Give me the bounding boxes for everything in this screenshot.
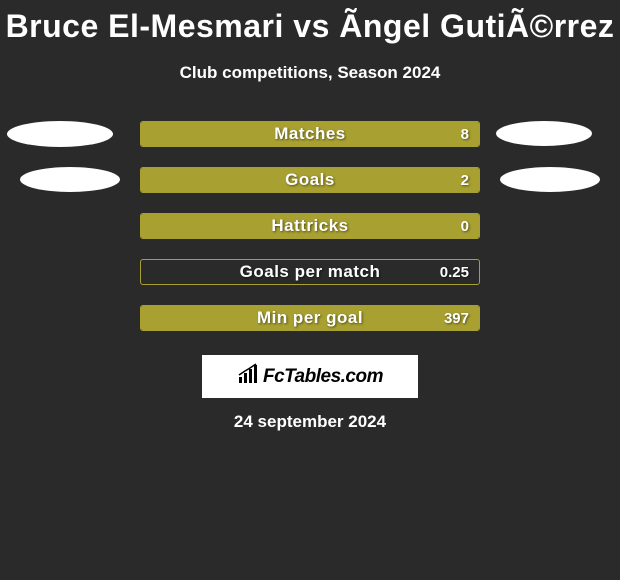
page-title: Bruce El-Mesmari vs Ãngel GutiÃ©rrez — [0, 0, 620, 45]
stat-bar: Goals 2 — [140, 167, 480, 193]
stat-value: 0.25 — [440, 260, 469, 284]
stat-value: 397 — [444, 306, 469, 330]
logo-text: FcTables.com — [263, 366, 383, 388]
stat-bar: Min per goal 397 — [140, 305, 480, 331]
player-right-marker — [500, 167, 600, 192]
stat-label: Goals — [141, 168, 479, 192]
logo-content: FcTables.com — [237, 363, 383, 390]
stat-bar: Goals per match 0.25 — [140, 259, 480, 285]
stat-label: Hattricks — [141, 214, 479, 238]
player-right-marker — [496, 121, 592, 146]
stat-value: 0 — [461, 214, 469, 238]
player-left-marker — [7, 121, 113, 147]
stat-row: Matches 8 — [0, 111, 620, 157]
stat-row: Hattricks 0 — [0, 203, 620, 249]
stat-row: Goals per match 0.25 — [0, 249, 620, 295]
stat-value: 2 — [461, 168, 469, 192]
comparison-chart: Bruce El-Mesmari vs Ãngel GutiÃ©rrez Clu… — [0, 0, 620, 432]
stat-label: Goals per match — [141, 260, 479, 284]
stat-bar: Matches 8 — [140, 121, 480, 147]
stat-row: Goals 2 — [0, 157, 620, 203]
logo-box: FcTables.com — [202, 355, 418, 398]
subtitle: Club competitions, Season 2024 — [0, 63, 620, 83]
stat-bar: Hattricks 0 — [140, 213, 480, 239]
player-left-marker — [20, 167, 120, 192]
chart-icon — [237, 363, 259, 390]
stat-label: Min per goal — [141, 306, 479, 330]
stat-row: Min per goal 397 — [0, 295, 620, 341]
stat-label: Matches — [141, 122, 479, 146]
chart-area: Matches 8 Goals 2 Hattricks 0 — [0, 111, 620, 341]
stat-value: 8 — [461, 122, 469, 146]
date-text: 24 september 2024 — [0, 412, 620, 432]
